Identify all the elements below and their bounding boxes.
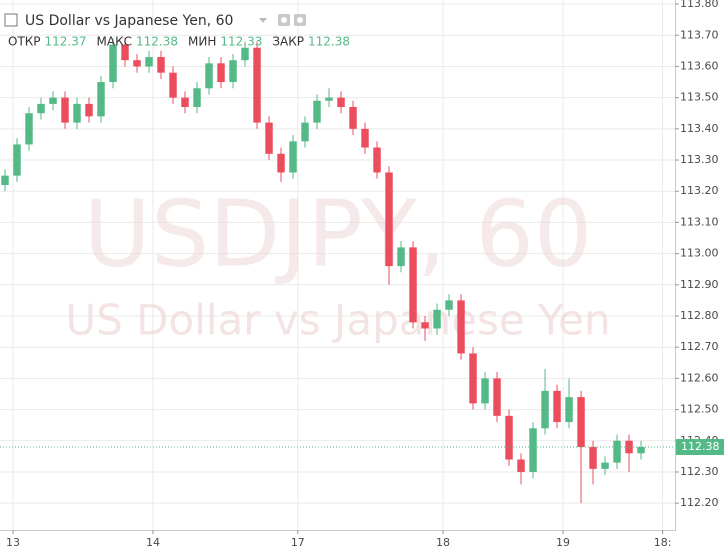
y-tick-label: 112.80 — [680, 309, 719, 322]
candle-body — [85, 103, 93, 117]
chart-title: US Dollar vs Japanese Yen, 60 — [25, 13, 233, 29]
candle-body — [277, 153, 285, 173]
checkbox[interactable] — [4, 13, 18, 27]
candle-body — [445, 300, 453, 310]
candle-body — [421, 322, 429, 329]
candle-body — [217, 63, 225, 83]
candle-body — [529, 428, 537, 472]
candle-body — [577, 397, 585, 448]
x-tick-label: 13 — [6, 536, 20, 549]
x-tick-label: 18: — [654, 536, 672, 549]
candle-body — [109, 44, 117, 83]
y-tick-label: 113.00 — [680, 247, 719, 260]
y-tick-label: 112.70 — [680, 340, 719, 353]
candle-body — [601, 462, 609, 469]
candle-body — [145, 57, 153, 67]
candle-body — [325, 97, 333, 101]
candle-body — [169, 72, 177, 98]
ohlc-label: МИН — [188, 35, 216, 49]
candle-body — [121, 44, 129, 61]
y-tick-label: 112.60 — [680, 371, 719, 384]
candle-body — [397, 247, 405, 267]
y-tick-label: 113.30 — [680, 153, 719, 166]
candle-body — [373, 147, 381, 173]
y-tick-label: 112.20 — [680, 496, 719, 509]
candle-body — [637, 447, 645, 454]
candle-body — [337, 97, 345, 107]
candle-body — [241, 47, 249, 61]
candle-body — [625, 440, 633, 454]
candle-body — [49, 97, 57, 104]
y-tick-label: 113.50 — [680, 91, 719, 104]
candle-body — [61, 97, 69, 123]
y-tick-label: 113.70 — [680, 28, 719, 41]
candle-body — [157, 57, 165, 73]
candle-body — [25, 113, 33, 145]
candle-body — [253, 47, 261, 123]
ohlc-header: ОТКР 112.37 МАКС 112.38 МИН 112.33 ЗАКР 112.38 — [8, 35, 350, 49]
last-price-label: 112.38 — [681, 440, 720, 453]
candle-body — [1, 175, 9, 185]
candle-body — [457, 300, 465, 354]
ohlc-label: МАКС — [97, 35, 132, 49]
ohlc-value: 112.38 — [308, 35, 350, 49]
ohlc-label: ЗАКР — [272, 35, 304, 49]
x-tick-label: 18 — [436, 536, 450, 549]
candle-body — [589, 447, 597, 469]
candle-body — [505, 415, 513, 460]
axes: 113.80 113.70 113.60 113.50 113.40 113.30 113.… — [6, 0, 724, 549]
candle-body — [481, 378, 489, 404]
candle-body — [409, 247, 417, 323]
candle-body — [193, 88, 201, 107]
dropdown-arrow[interactable] — [259, 18, 267, 23]
candle-body — [313, 100, 321, 123]
y-tick-label: 112.30 — [680, 465, 719, 478]
candle-body — [37, 103, 45, 114]
candles — [0, 38, 675, 504]
y-tick-label: 113.10 — [680, 215, 719, 228]
candle-body — [205, 63, 213, 89]
last-price-tag — [676, 439, 724, 456]
candle-body — [181, 97, 189, 107]
candle-body — [565, 397, 573, 423]
y-tick-label: 113.80 — [680, 0, 719, 10]
candle-body — [541, 390, 549, 429]
candle-body — [493, 378, 501, 416]
candle-body — [613, 440, 621, 463]
watermark-subtitle: US Dollar vs Japanese Yen — [65, 296, 610, 345]
candle-body — [349, 106, 357, 129]
candle-body — [553, 390, 561, 423]
candle-body — [265, 122, 273, 154]
candle-body — [229, 60, 237, 83]
x-tick-label: 19 — [556, 536, 570, 549]
y-tick-label: 113.40 — [680, 122, 719, 135]
candle-body — [97, 82, 105, 117]
y-tick-label: 112.50 — [680, 403, 719, 416]
ohlc-value: 112.33 — [220, 35, 262, 49]
x-tick-label: 14 — [146, 536, 160, 549]
candle-body — [289, 141, 297, 173]
candle-body — [385, 172, 393, 267]
ohlc-value: 112.38 — [136, 35, 178, 49]
y-tick-label: 112.90 — [680, 278, 719, 291]
watermark: USDJPY, 60 — [84, 180, 593, 287]
candle-body — [469, 353, 477, 404]
ohlc-label: ОТКР — [8, 35, 41, 49]
settings-icons[interactable] — [278, 14, 306, 26]
y-tick-label: 113.20 — [680, 184, 719, 197]
candle-body — [301, 122, 309, 142]
x-tick-label: 17 — [291, 536, 305, 549]
candle-body — [433, 309, 441, 329]
candle-body — [133, 60, 141, 67]
candle-body — [361, 128, 369, 148]
candle-body — [73, 103, 81, 123]
candle-body — [13, 144, 21, 176]
ohlc-value: 112.37 — [45, 35, 87, 49]
y-tick-label: 113.60 — [680, 59, 719, 72]
candle-body — [517, 459, 525, 472]
